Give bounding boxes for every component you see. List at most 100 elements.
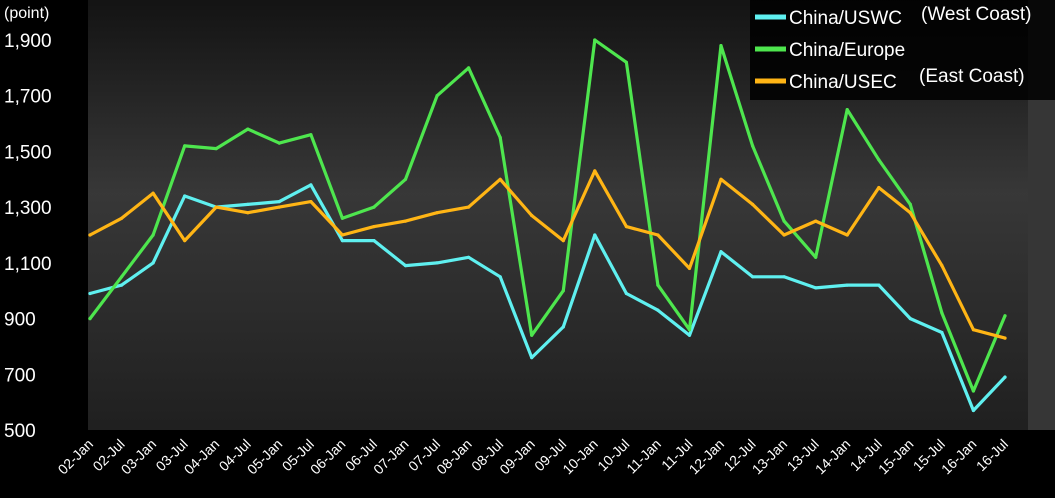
y-tick-label: 1,100 bbox=[4, 254, 52, 275]
data-point bbox=[782, 219, 786, 223]
data-point bbox=[151, 191, 155, 195]
legend-note: (East Coast) bbox=[919, 66, 1025, 87]
data-point bbox=[971, 408, 976, 413]
data-point bbox=[782, 275, 786, 279]
data-point bbox=[403, 264, 408, 268]
series-line bbox=[88, 183, 1007, 413]
data-point bbox=[971, 389, 976, 393]
data-point bbox=[340, 239, 344, 243]
data-point bbox=[908, 211, 912, 215]
data-point bbox=[88, 317, 92, 321]
data-point bbox=[467, 66, 471, 70]
data-point bbox=[814, 219, 818, 223]
data-point bbox=[656, 283, 660, 287]
data-point bbox=[877, 186, 881, 190]
y-tick-label: 900 bbox=[4, 310, 36, 331]
data-point bbox=[403, 219, 408, 223]
data-point bbox=[151, 261, 155, 265]
data-point bbox=[719, 44, 723, 48]
data-point bbox=[120, 283, 124, 287]
unit-label: (point) bbox=[4, 5, 49, 22]
data-point bbox=[1003, 314, 1007, 318]
data-point bbox=[877, 283, 881, 287]
y-tick-label: 1,900 bbox=[4, 31, 52, 52]
data-point bbox=[183, 194, 187, 198]
data-point bbox=[814, 255, 818, 259]
legend: China/USWC (West Coast) China/Europe China/… bbox=[750, 0, 1055, 100]
legend-note: (West Coast) bbox=[921, 4, 1032, 25]
data-point bbox=[624, 291, 629, 296]
data-point bbox=[845, 233, 849, 237]
data-point bbox=[561, 289, 565, 293]
data-point bbox=[372, 239, 376, 243]
data-point bbox=[309, 133, 313, 137]
data-point bbox=[751, 275, 755, 279]
series-china-europe bbox=[88, 38, 1007, 393]
data-point bbox=[530, 213, 534, 218]
data-point bbox=[530, 356, 534, 360]
data-point bbox=[372, 225, 376, 229]
data-point bbox=[151, 233, 155, 237]
data-point bbox=[340, 216, 344, 220]
data-point bbox=[277, 141, 281, 145]
data-point bbox=[971, 328, 976, 332]
data-point bbox=[214, 205, 218, 209]
data-point bbox=[593, 233, 597, 237]
data-point bbox=[88, 291, 92, 296]
data-point bbox=[624, 225, 629, 229]
data-point bbox=[908, 202, 912, 206]
y-tick-label: 1,300 bbox=[4, 198, 52, 219]
data-point bbox=[309, 200, 313, 204]
legend-background bbox=[750, 0, 1055, 100]
legend-label: China/Europe bbox=[789, 40, 905, 61]
data-point bbox=[340, 233, 344, 237]
legend-label: China/USEC bbox=[789, 72, 897, 93]
data-point bbox=[1003, 336, 1007, 340]
series-line bbox=[88, 169, 1007, 340]
data-point bbox=[593, 169, 597, 173]
data-point bbox=[877, 158, 881, 162]
y-tick-label: 500 bbox=[4, 421, 36, 442]
data-point bbox=[940, 311, 944, 315]
y-tick-label: 1,500 bbox=[4, 142, 52, 163]
data-point bbox=[814, 286, 818, 290]
data-point bbox=[656, 308, 660, 312]
data-point bbox=[530, 333, 534, 337]
data-point bbox=[246, 127, 250, 131]
y-axis: 1,900 1,700 1,500 1,300 1,100 900 700 500 bbox=[4, 31, 52, 442]
data-point bbox=[908, 317, 912, 321]
data-point bbox=[403, 177, 408, 181]
data-point bbox=[845, 108, 849, 112]
data-point bbox=[751, 202, 755, 206]
data-point bbox=[183, 144, 187, 148]
data-point bbox=[467, 205, 471, 209]
series-china-usec bbox=[88, 169, 1007, 340]
data-point bbox=[687, 266, 692, 270]
data-point bbox=[498, 275, 502, 279]
data-point bbox=[277, 200, 281, 204]
data-point bbox=[183, 239, 187, 243]
data-point bbox=[435, 261, 439, 265]
data-point bbox=[940, 264, 944, 268]
data-point bbox=[498, 177, 502, 181]
data-point bbox=[751, 144, 755, 148]
legend-label: China/USWC bbox=[789, 8, 902, 29]
data-point bbox=[120, 216, 124, 220]
data-point bbox=[246, 202, 250, 206]
data-point bbox=[561, 325, 565, 329]
data-point bbox=[940, 330, 944, 335]
data-point bbox=[88, 233, 92, 237]
series-line bbox=[88, 38, 1007, 393]
series-layer bbox=[88, 38, 1007, 413]
data-point bbox=[624, 60, 629, 64]
data-point bbox=[782, 233, 786, 237]
data-point bbox=[561, 239, 565, 243]
data-point bbox=[656, 233, 660, 237]
y-tick-label: 1,700 bbox=[4, 87, 52, 108]
data-point bbox=[498, 135, 502, 140]
data-point bbox=[687, 328, 692, 332]
data-point bbox=[687, 333, 692, 337]
data-point bbox=[277, 205, 281, 209]
y-tick-label: 700 bbox=[4, 365, 36, 386]
